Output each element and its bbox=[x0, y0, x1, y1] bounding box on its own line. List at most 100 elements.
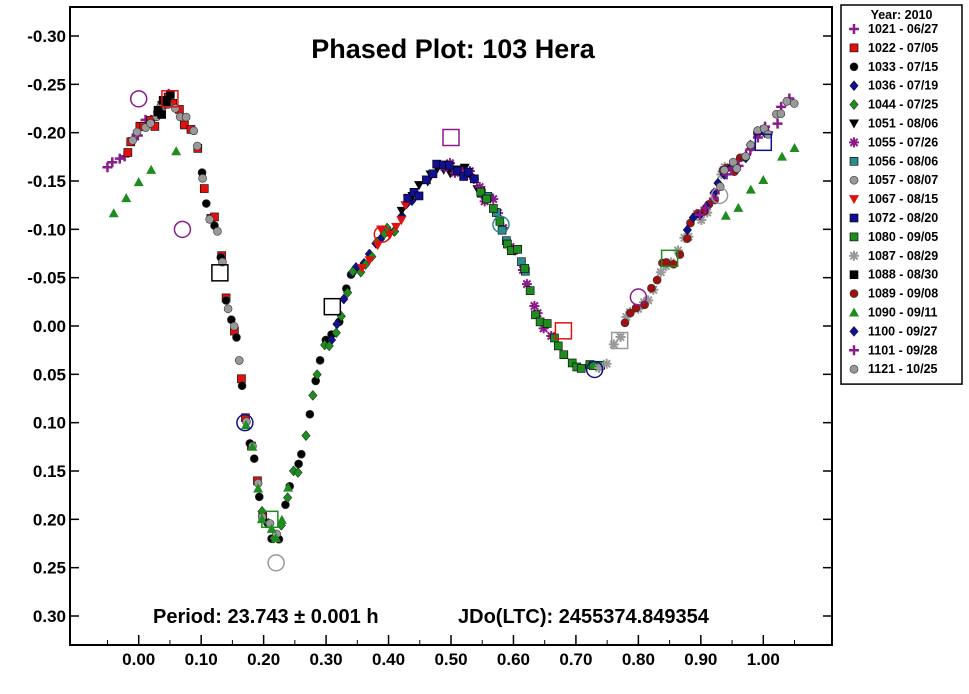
data-point bbox=[249, 454, 259, 463]
data-point bbox=[205, 215, 214, 224]
data-point bbox=[422, 175, 431, 185]
data-point bbox=[529, 300, 540, 311]
data-point bbox=[715, 182, 725, 191]
data-point bbox=[661, 258, 671, 267]
data-point bbox=[343, 287, 353, 299]
data-point bbox=[459, 172, 468, 181]
data-point bbox=[608, 339, 619, 350]
data-point bbox=[391, 222, 402, 232]
session-start-marker bbox=[373, 225, 392, 243]
legend-marker bbox=[849, 232, 859, 242]
session-start-marker bbox=[173, 220, 192, 239]
data-point bbox=[777, 151, 788, 161]
data-point bbox=[452, 166, 462, 176]
plot-frame bbox=[69, 6, 833, 646]
y-tick-label: 0.30 bbox=[33, 607, 66, 626]
x-tick-label: 1.00 bbox=[747, 650, 780, 669]
y-tick-label: -0.10 bbox=[27, 220, 66, 239]
legend-marker bbox=[849, 250, 859, 261]
legend-entry-label: 1022 - 07/05 bbox=[868, 41, 938, 55]
data-point bbox=[525, 286, 535, 295]
data-point bbox=[301, 430, 311, 442]
data-point bbox=[171, 146, 182, 156]
data-points bbox=[102, 88, 800, 572]
legend-marker bbox=[849, 157, 859, 166]
y-tick-label: 0.10 bbox=[33, 414, 66, 433]
x-tick-label: 0.40 bbox=[372, 650, 405, 669]
data-point bbox=[720, 210, 731, 220]
legend-entry-label: 1057 - 08/07 bbox=[868, 173, 938, 187]
data-point bbox=[789, 143, 800, 153]
data-point bbox=[696, 215, 707, 226]
data-point bbox=[463, 167, 473, 177]
legend-marker bbox=[849, 99, 859, 110]
data-point bbox=[270, 532, 281, 542]
data-point bbox=[253, 483, 264, 493]
x-tick-label: 0.60 bbox=[497, 650, 530, 669]
legend-entry-label: 1072 - 08/20 bbox=[868, 211, 938, 225]
legend-marker bbox=[849, 43, 859, 53]
data-point bbox=[694, 209, 705, 220]
data-point bbox=[305, 409, 315, 419]
data-point bbox=[741, 152, 751, 161]
data-point bbox=[428, 169, 438, 179]
data-point bbox=[102, 162, 113, 173]
data-point bbox=[181, 112, 191, 122]
data-point bbox=[324, 340, 334, 352]
data-point bbox=[232, 333, 241, 342]
data-point bbox=[601, 358, 612, 369]
data-point bbox=[293, 467, 303, 478]
data-point bbox=[241, 420, 252, 430]
data-point bbox=[403, 193, 413, 203]
legend-marker bbox=[849, 119, 859, 129]
y-tick-label: -0.15 bbox=[27, 172, 66, 191]
data-point bbox=[682, 234, 692, 243]
session-start-marker bbox=[211, 264, 229, 282]
data-point bbox=[223, 304, 233, 314]
data-point bbox=[550, 333, 559, 343]
data-point bbox=[728, 157, 738, 167]
legend-marker bbox=[849, 175, 859, 185]
plot-border bbox=[69, 6, 833, 646]
x-tick-label: 0.80 bbox=[622, 650, 655, 669]
legend-entry-label: 1121 - 10/25 bbox=[868, 362, 938, 376]
legend-entry-label: 1087 - 08/29 bbox=[868, 249, 938, 263]
data-point bbox=[535, 317, 545, 327]
data-point bbox=[339, 293, 349, 305]
data-point bbox=[247, 441, 258, 451]
data-point bbox=[308, 389, 318, 401]
y-tick-label: -0.20 bbox=[27, 124, 66, 143]
session-start-marker bbox=[267, 554, 285, 572]
data-point bbox=[733, 202, 744, 212]
data-point bbox=[132, 127, 142, 137]
session-start-marker bbox=[629, 288, 648, 306]
data-point bbox=[414, 181, 425, 191]
legend-marker bbox=[849, 62, 859, 72]
data-point bbox=[682, 224, 692, 236]
data-point bbox=[626, 308, 635, 318]
data-point bbox=[283, 482, 294, 492]
y-tick-label: -0.25 bbox=[27, 75, 66, 94]
data-point bbox=[108, 208, 119, 218]
data-point bbox=[720, 165, 729, 175]
session-start-marker bbox=[442, 128, 460, 147]
data-point bbox=[348, 266, 358, 277]
data-point bbox=[146, 119, 155, 128]
legend-marker bbox=[849, 289, 859, 298]
data-point bbox=[482, 194, 491, 204]
data-point bbox=[732, 164, 742, 173]
data-point bbox=[531, 310, 540, 320]
data-point bbox=[198, 174, 207, 183]
legend-title: Year: 2010 bbox=[871, 8, 933, 22]
data-point bbox=[229, 321, 239, 331]
session-start-marker bbox=[554, 322, 573, 340]
data-point bbox=[513, 244, 522, 254]
session-start-marker bbox=[261, 510, 279, 529]
data-point bbox=[776, 109, 786, 119]
data-point bbox=[123, 148, 133, 157]
data-point bbox=[283, 492, 293, 504]
x-tick-label: 0.30 bbox=[310, 650, 343, 669]
data-point bbox=[133, 177, 144, 187]
session-start-marker bbox=[129, 90, 148, 108]
data-point bbox=[772, 118, 783, 129]
